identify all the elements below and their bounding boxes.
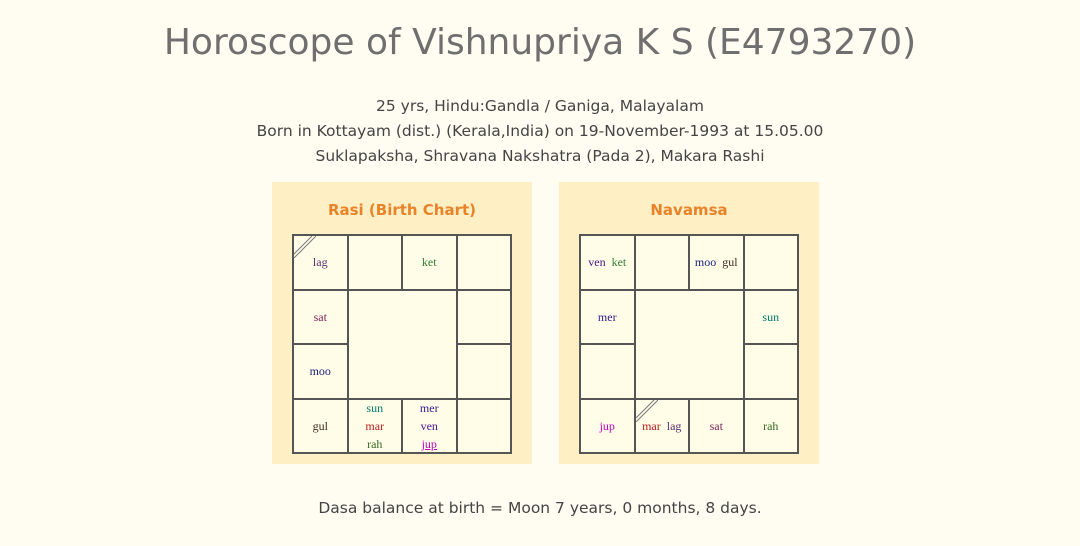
planet-label: jup	[421, 436, 437, 451]
navamsa-house-c02: moo gul	[689, 235, 744, 290]
profile-summary: 25 yrs, Hindu:Gandla / Ganiga, Malayalam	[376, 97, 704, 115]
rasi-chart-title: Rasi (Birth Chart)	[327, 201, 477, 219]
planet-label: mar	[642, 418, 661, 433]
planet-label: gul	[312, 418, 328, 433]
planet-label: ket	[611, 255, 627, 270]
rasi-house-c03	[456, 235, 511, 290]
navamsa-house-c13: sun	[743, 289, 798, 344]
navamsa-chart-panel: Navamsa ven ket moo gul mer sun ju	[559, 182, 819, 464]
planet-label: ven	[420, 418, 438, 433]
nakshatra-details: Suklapaksha, Shravana Nakshatra (Pada 2)…	[315, 147, 765, 165]
planet-label: mer	[597, 309, 617, 324]
navamsa-house-c01	[634, 235, 689, 290]
planet-label: ket	[421, 255, 437, 270]
navamsa-house-c32: sat	[689, 398, 744, 453]
planet-label: sat	[313, 309, 327, 324]
rasi-house-c23	[456, 344, 511, 399]
rasi-house-c32: mer ven jup	[402, 398, 457, 453]
rasi-chart-center	[347, 289, 457, 399]
rasi-chart-grid: lag ket sat moo gul sun mar rah mer ven …	[292, 234, 512, 454]
birth-details: Born in Kottayam (dist.) (Kerala,India) …	[256, 122, 824, 140]
rasi-house-c33	[456, 398, 511, 453]
planet-label: mar	[365, 418, 385, 433]
navamsa-house-c00: ven ket	[580, 235, 635, 290]
page-title: Horoscope of Vishnupriya K S (E4793270)	[163, 22, 917, 63]
rasi-house-c01	[347, 235, 402, 290]
navamsa-chart-center	[634, 289, 744, 399]
rasi-chart-panel: Rasi (Birth Chart) lag ket sat moo gul	[272, 182, 532, 464]
planet-label: sat	[709, 418, 723, 433]
ascendant-marker-icon	[294, 236, 316, 258]
navamsa-house-c33: rah	[743, 398, 798, 453]
planet-label: mer	[419, 400, 439, 415]
ascendant-marker-icon	[635, 399, 658, 422]
navamsa-house-c03	[743, 235, 798, 290]
rasi-house-c31: sun mar rah	[347, 398, 402, 453]
planet-label: gul	[722, 255, 738, 270]
planet-label: moo	[309, 364, 331, 379]
planet-label: rah	[763, 418, 779, 433]
navamsa-house-c23	[743, 344, 798, 399]
planet-label: rah	[367, 436, 383, 451]
planet-label: jup	[599, 418, 615, 433]
navamsa-house-c31: mar lag	[634, 398, 689, 453]
rasi-house-c02: ket	[402, 235, 457, 290]
planet-label: sun	[366, 400, 384, 415]
dasa-balance-text: Dasa balance at birth = Moon 7 years, 0 …	[318, 499, 762, 517]
planet-label: lag	[666, 418, 682, 433]
planet-label: moo	[694, 255, 717, 270]
rasi-house-c00: lag	[293, 235, 348, 290]
planet-label: sun	[762, 309, 780, 324]
navamsa-house-c20	[580, 344, 635, 399]
navamsa-chart-grid: ven ket moo gul mer sun jup	[579, 234, 799, 454]
navamsa-house-c30: jup	[580, 398, 635, 453]
navamsa-chart-title: Navamsa	[650, 201, 728, 219]
planet-label: ven	[588, 255, 606, 270]
rasi-house-c10: sat	[293, 289, 348, 344]
rasi-house-c13	[456, 289, 511, 344]
planet-label: lag	[312, 255, 328, 270]
navamsa-house-c10: mer	[580, 289, 635, 344]
rasi-house-c30: gul	[293, 398, 348, 453]
rasi-house-c20: moo	[293, 344, 348, 399]
